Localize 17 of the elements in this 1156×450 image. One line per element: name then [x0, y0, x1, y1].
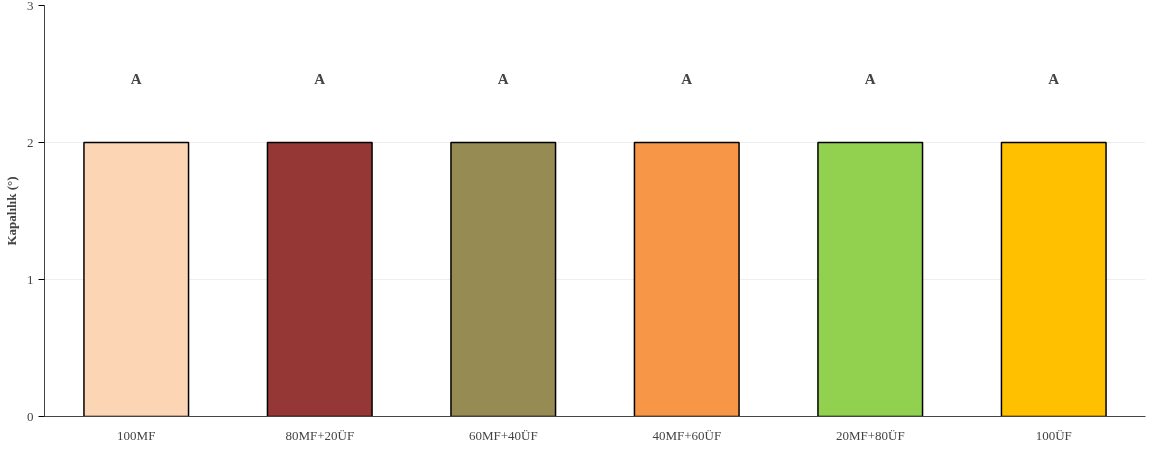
annotation: A	[864, 70, 876, 87]
x-tick-label: 100MF	[117, 427, 156, 443]
annotation: A	[1048, 70, 1060, 87]
x-tick-label: 100ÜF	[1035, 427, 1072, 443]
x-tick-label: 60MF+40ÜF	[468, 427, 538, 443]
x-tick-label: 20MF+80ÜF	[835, 427, 905, 443]
annotation: A	[681, 70, 693, 87]
annotation: A	[314, 70, 326, 87]
y-tick-label: 1	[27, 271, 34, 287]
x-tick-label: 80MF+20ÜF	[285, 427, 355, 443]
x-tick-label: 40MF+60ÜF	[652, 427, 722, 443]
annotation: A	[497, 70, 509, 87]
y-tick-label: 3	[27, 0, 34, 13]
annotation: A	[130, 70, 142, 87]
y-axis-title: Kapalılık (°)	[4, 176, 19, 246]
y-tick-label: 2	[27, 134, 34, 150]
y-tick-label: 0	[27, 408, 34, 424]
